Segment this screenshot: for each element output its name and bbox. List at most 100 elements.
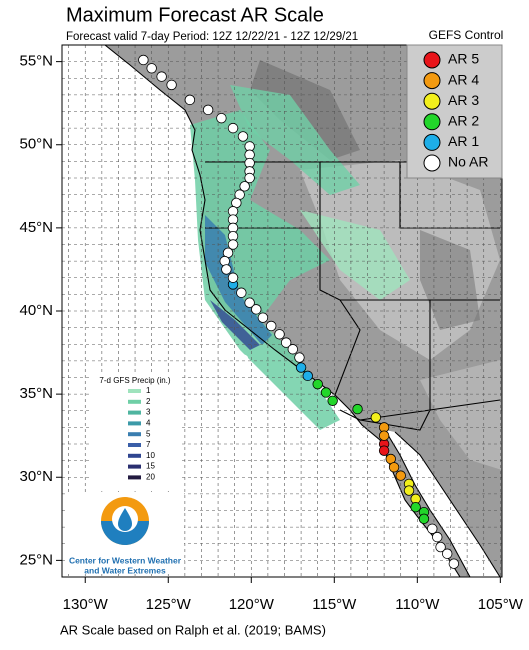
legend-swatch [423,72,441,90]
coast [384,429,471,578]
precip-label: 7 [146,440,151,449]
precip-swatch [128,432,141,437]
ar-point [216,112,227,124]
precip-swatch [128,421,141,426]
ar-point [239,181,250,192]
ar-point [294,352,305,363]
x-tick-label: 105°W [478,596,524,613]
precip-legend-items: 1 2 3 45 7 10 15 20 [128,386,155,482]
ar-point [138,54,149,66]
ar-point [388,462,400,473]
precip-legend-title: 7-d GFS Precip (in.) [99,376,170,385]
coast [394,431,501,578]
legend-label: AR 1 [448,133,479,149]
ar-point [312,378,323,390]
precip-swatch [128,453,141,458]
y-tick-label: 30°N [19,468,53,485]
precip-label: 20 [146,473,155,482]
boundary [359,399,501,431]
ar-point [410,501,421,513]
precip-label: 3 [146,408,151,417]
ar-point [244,172,255,184]
gulf-of-california [385,430,500,577]
ar-point [403,485,415,496]
ar-point [378,430,390,441]
legend-swatch [423,154,441,172]
legend-swatch [423,113,441,131]
terrain-light [420,360,502,470]
legend-swatch [423,133,441,151]
x-tick-label: 130°W [63,596,109,613]
legend-label: AR 2 [448,113,479,129]
y-tick-label: 45°N [19,219,53,236]
legend-label: No AR [448,154,488,170]
ar-point [418,513,430,525]
logo-drop [118,508,132,531]
ar-point [435,541,446,553]
ar-point [251,304,262,315]
precip-label: 15 [146,462,155,471]
legend-label: AR 3 [448,92,479,108]
precip-area [190,110,340,430]
title: Maximum Forecast AR Scale [66,4,324,26]
precip-swatch [128,464,141,469]
x-tick-label: 120°W [229,596,275,613]
ar-point [274,329,285,340]
logo-text: Center for Western Weather [69,555,182,565]
ar-point [427,523,438,534]
terrain-dark [250,60,360,160]
y-tick-label: 35°N [19,385,53,402]
footer: AR Scale based on Ralph et al. (2019; BA… [60,622,326,637]
ar-point [156,71,167,82]
ar-point [295,362,307,373]
ar-point [287,344,298,355]
ar-point [327,395,338,406]
ar-point [227,122,239,134]
ar-legend [406,44,503,179]
ar-point [244,297,255,308]
y-tick-label: 25°N [19,551,53,568]
ar-point [221,264,232,275]
ar-point [146,63,157,74]
ar-point [227,272,239,283]
y-tick-label: 40°N [19,302,53,319]
ar-point [280,337,292,348]
ar-points [138,54,460,569]
legend-swatch [423,92,441,110]
subtitle: Forecast valid 7-day Period: 12Z 12/22/2… [66,31,358,43]
ar-point [219,255,230,267]
ar-point [395,470,406,481]
ar-point [237,131,249,142]
legend-label: AR 4 [448,71,479,87]
legend-swatch [423,51,441,69]
ar-point [257,312,269,323]
precip-area [205,215,272,345]
precip-swatch [128,410,141,415]
precip-swatch [128,475,141,480]
precip-area [230,85,360,195]
ar-point [236,287,247,298]
precip-swatch [128,389,141,393]
ar-point [266,320,277,332]
precip-area [210,300,260,350]
y-tick-label: 50°N [19,136,53,153]
ar-point [448,558,460,569]
x-tick-label: 125°W [146,596,192,613]
ar-point [432,531,443,543]
precip-label: 10 [146,451,155,460]
ar-point [370,412,382,423]
ar-legend-title: GEFS Control [429,28,504,42]
ar-point [227,239,239,250]
legend-label: AR 5 [448,51,479,67]
precip-label: 2 [146,397,151,406]
ar-point [442,548,453,559]
precip-hole [234,354,248,362]
x-tick-label: 115°W [312,596,357,613]
precip-label: 4 [146,419,151,428]
ar-point [378,445,390,456]
precip-label: 5 [146,429,151,438]
ar-legend-items: AR 5 AR 4 AR 3 AR 2 AR 1 No AR [423,51,488,172]
ar-point [202,104,214,116]
precip-swatch [128,443,141,447]
